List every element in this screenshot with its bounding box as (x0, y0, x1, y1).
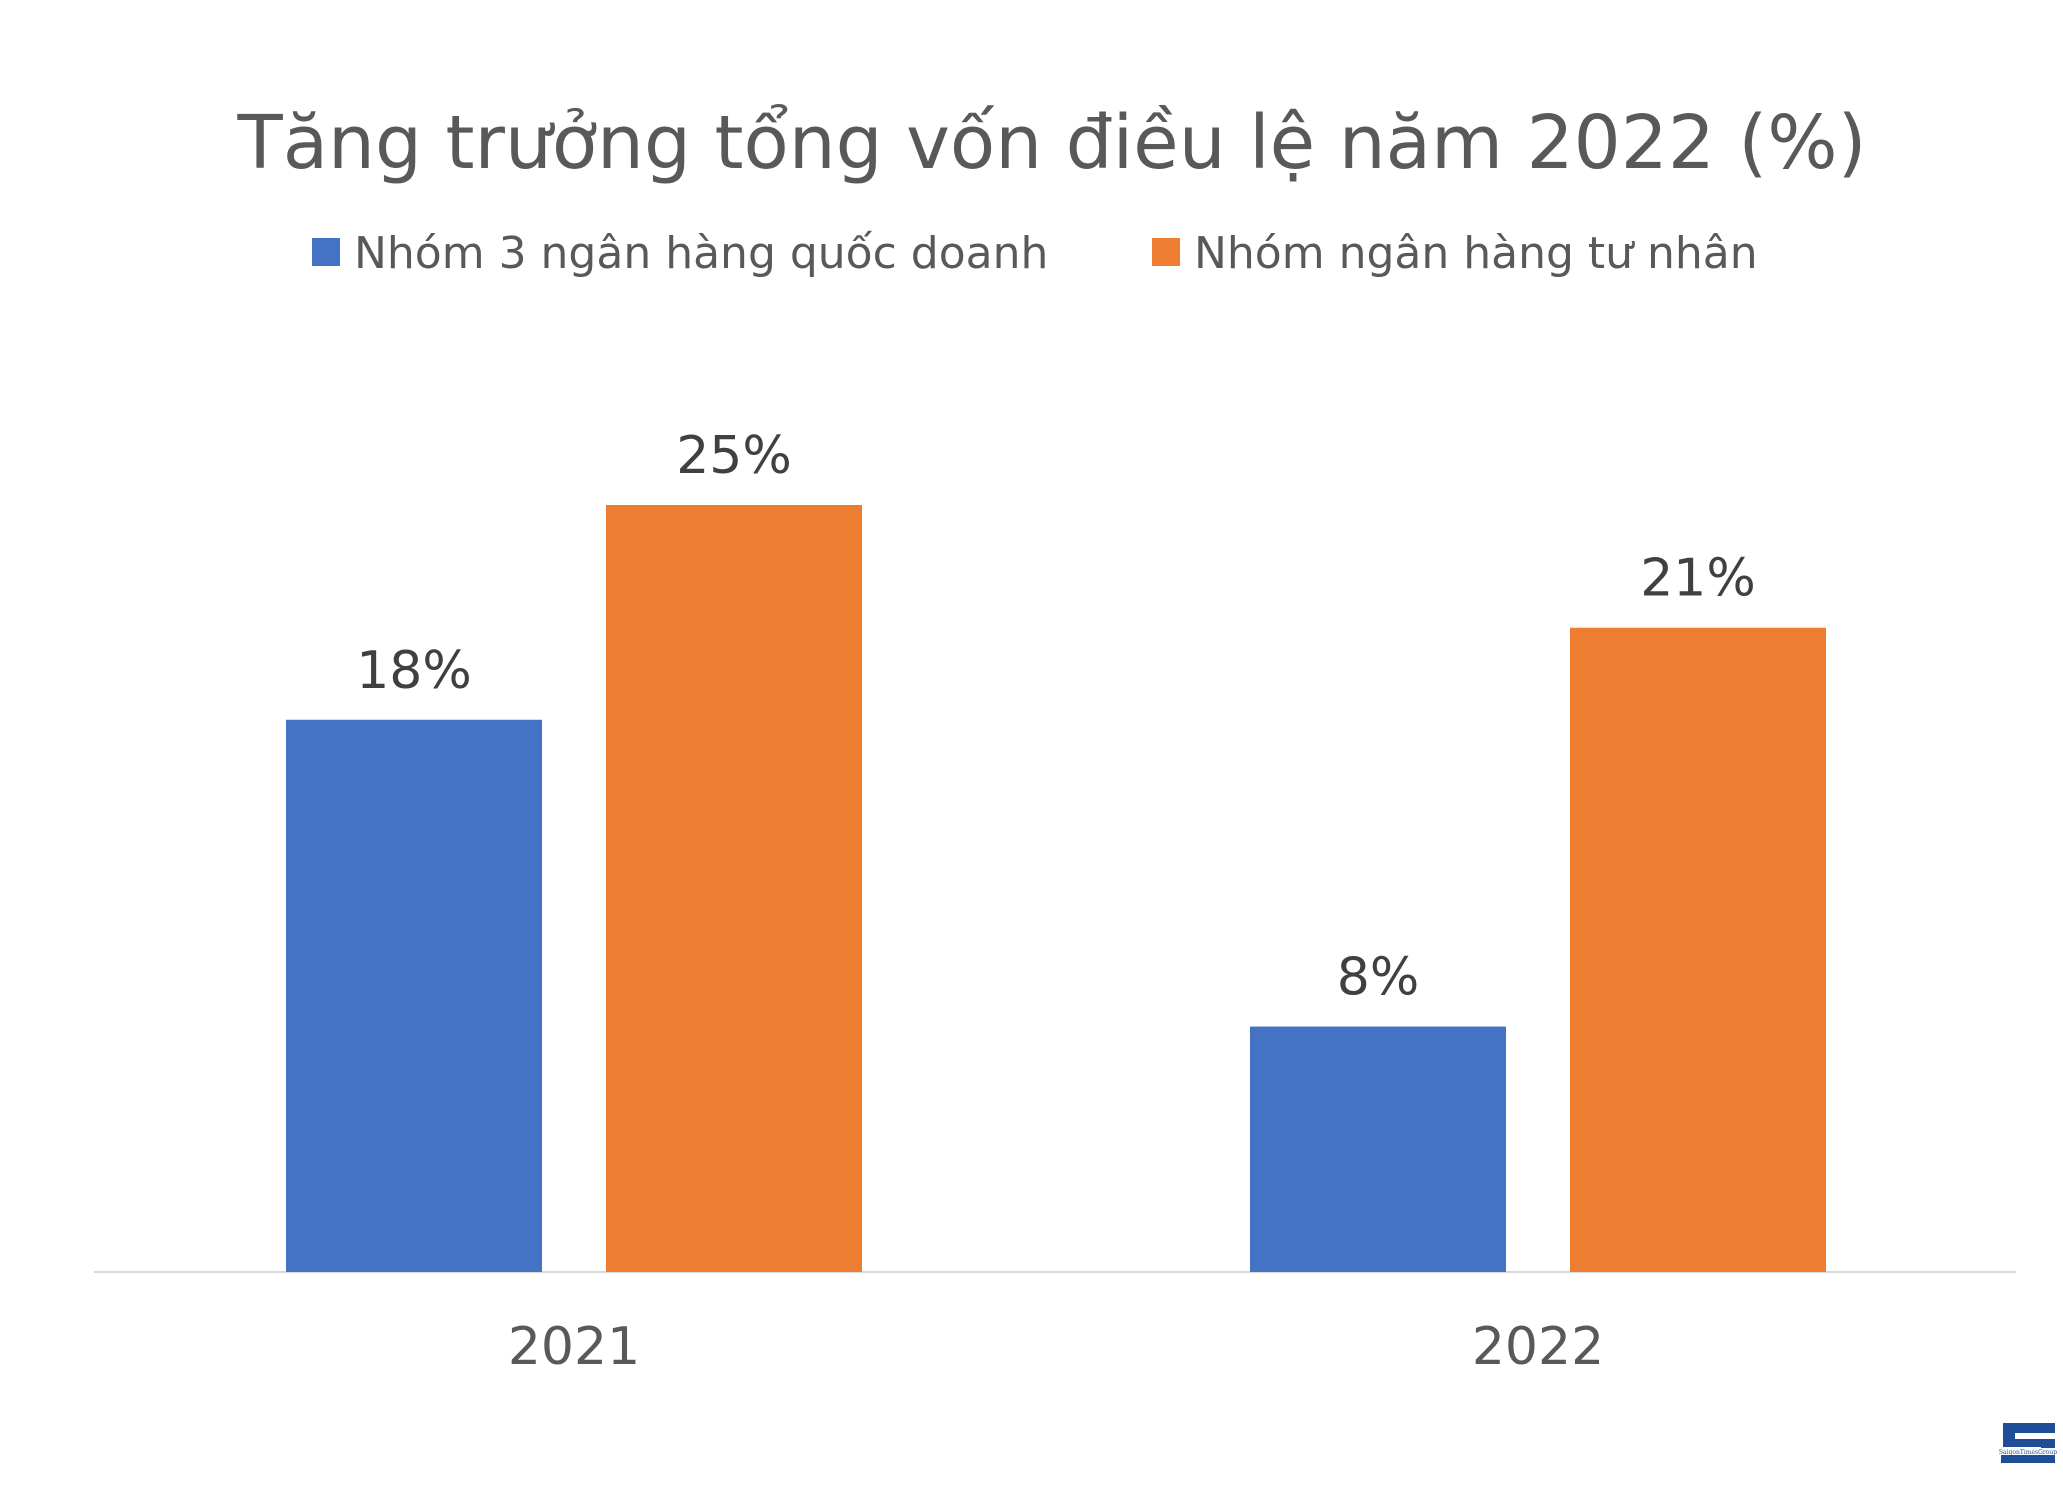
saigon-times-group-logo: SaigonTimesGroup (1997, 1417, 2059, 1469)
data-labels-group: 18% 25% 8% 21% (356, 426, 1756, 1008)
logo-s-icon (2001, 1423, 2055, 1463)
legend-label-1: Nhóm 3 ngân hàng quốc doanh (354, 228, 1048, 279)
data-label-2022-series-2: 21% (1640, 549, 1756, 609)
category-label-2022: 2022 (1472, 1317, 1604, 1377)
legend-swatch-1 (312, 238, 340, 266)
logo-text: SaigonTimesGroup (1999, 1449, 2057, 1456)
data-label-2022-series-1: 8% (1337, 948, 1420, 1008)
bar-2022-series-1 (1250, 1026, 1506, 1272)
data-label-2021-series-2: 25% (676, 426, 792, 486)
bar-2021-series-2 (606, 505, 862, 1272)
legend-swatch-2 (1152, 238, 1180, 266)
category-labels-group: 2021 2022 (508, 1317, 1604, 1377)
legend-label-2: Nhóm ngân hàng tư nhân (1194, 228, 1758, 279)
bar-2022-series-2 (1570, 627, 1826, 1272)
bar-2021-series-1 (286, 719, 542, 1272)
category-label-2021: 2021 (508, 1317, 640, 1377)
legend: Nhóm 3 ngân hàng quốc doanh Nhóm ngân hàn… (312, 228, 1758, 279)
data-label-2021-series-1: 18% (356, 641, 472, 701)
bars-group (286, 505, 1826, 1272)
chart-title: Tăng trưởng tổng vốn điều lệ năm 2022 (%… (237, 100, 1867, 186)
